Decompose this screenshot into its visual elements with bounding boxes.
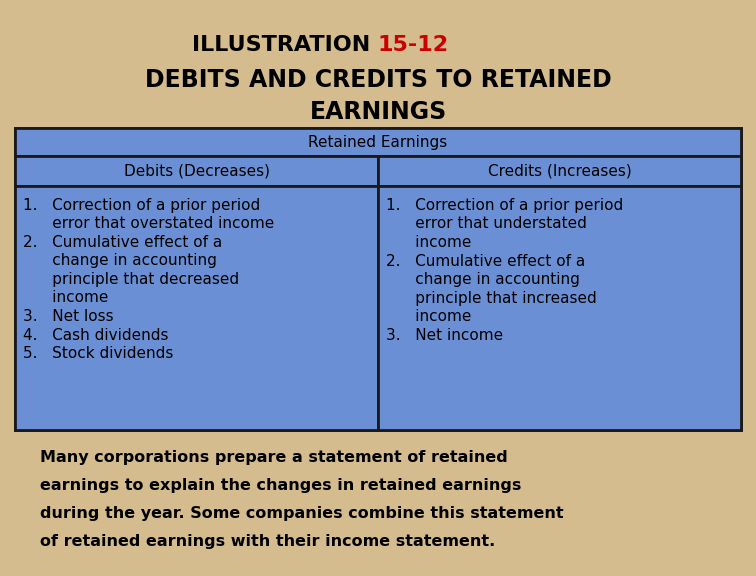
Text: 1.   Correction of a prior period: 1. Correction of a prior period [386, 198, 623, 213]
Text: ILLUSTRATION: ILLUSTRATION [192, 35, 378, 55]
Text: income: income [386, 235, 472, 250]
Text: Retained Earnings: Retained Earnings [308, 135, 448, 150]
Text: earnings to explain the changes in retained earnings: earnings to explain the changes in retai… [40, 478, 522, 493]
Text: of retained earnings with their income statement.: of retained earnings with their income s… [40, 534, 495, 549]
Text: 4.   Cash dividends: 4. Cash dividends [23, 328, 169, 343]
Text: income: income [386, 309, 472, 324]
Text: change in accounting: change in accounting [23, 253, 217, 268]
Text: 3.   Net income: 3. Net income [386, 328, 503, 343]
Text: during the year. Some companies combine this statement: during the year. Some companies combine … [40, 506, 564, 521]
Text: Credits (Increases): Credits (Increases) [488, 164, 631, 179]
Text: error that understated: error that understated [386, 217, 587, 232]
Text: 15-12: 15-12 [378, 35, 449, 55]
Text: 3.   Net loss: 3. Net loss [23, 309, 113, 324]
Bar [15, 156, 378, 186]
Text: 2.   Cumulative effect of a: 2. Cumulative effect of a [386, 253, 585, 268]
Text: EARNINGS: EARNINGS [309, 100, 447, 124]
Text: Debits (Decreases): Debits (Decreases) [123, 164, 269, 179]
Bar [15, 128, 741, 156]
Text: DEBITS AND CREDITS TO RETAINED: DEBITS AND CREDITS TO RETAINED [144, 68, 612, 92]
Bar [378, 156, 741, 186]
Text: change in accounting: change in accounting [386, 272, 580, 287]
Text: Many corporations prepare a statement of retained: Many corporations prepare a statement of… [40, 450, 508, 465]
Text: principle that increased: principle that increased [386, 290, 596, 305]
Bar [15, 186, 378, 430]
Bar [15, 128, 741, 430]
Text: 5.   Stock dividends: 5. Stock dividends [23, 346, 173, 361]
Text: principle that decreased: principle that decreased [23, 272, 239, 287]
Text: 1.   Correction of a prior period: 1. Correction of a prior period [23, 198, 260, 213]
Text: error that overstated income: error that overstated income [23, 217, 274, 232]
Bar [378, 186, 741, 430]
Text: 2.   Cumulative effect of a: 2. Cumulative effect of a [23, 235, 222, 250]
Text: income: income [23, 290, 108, 305]
